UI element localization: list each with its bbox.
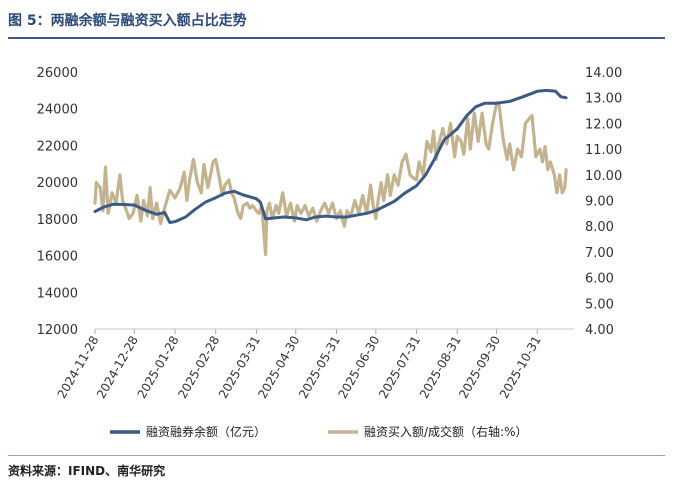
left-tick-label: 18000 [37, 213, 78, 228]
right-tick-label: 4.00 [585, 323, 614, 338]
x-tick-label: 2025-08-31 [417, 334, 464, 401]
left-tick-label: 14000 [37, 286, 78, 301]
x-tick-label: 2025-02-28 [175, 334, 222, 401]
right-tick-label: 8.00 [585, 220, 614, 235]
right-tick-label: 6.00 [585, 272, 614, 287]
legend-label-margin-balance: 融资融券余额（亿元） [146, 424, 266, 439]
series-line-margin-balance [93, 88, 568, 224]
right-tick-label: 13.00 [585, 92, 622, 107]
figure-title: 图 5：两融余额与融资买入额占比走势 [8, 13, 247, 29]
x-axis: 2024-11-282024-12-282025-01-282025-02-28… [55, 328, 574, 401]
left-tick-label: 20000 [37, 176, 78, 191]
x-tick-label: 2025-03-31 [216, 334, 263, 401]
right-y-axis: 4.00 5.00 6.00 7.00 8.00 9.00 10.00 11.00 12.00 1… [585, 66, 622, 338]
x-tick-label: 2024-11-28 [55, 334, 102, 401]
x-tick-label: 2025-10-31 [497, 334, 544, 401]
series-line-financing-ratio [93, 101, 568, 257]
x-tick-label: 2024-12-28 [94, 334, 141, 401]
left-y-axis: 12000 14000 16000 18000 20000 22000 24000 26000 [37, 66, 78, 338]
left-tick-label: 24000 [37, 103, 78, 118]
right-tick-label: 12.00 [585, 117, 622, 132]
left-tick-label: 26000 [37, 66, 78, 81]
title-underline [8, 37, 665, 39]
x-tick-label: 2025-06-30 [335, 334, 382, 401]
x-tick-label: 2025-05-31 [296, 334, 343, 401]
right-tick-label: 9.00 [585, 195, 614, 210]
left-tick-label: 12000 [37, 323, 78, 338]
legend-label-financing-ratio: 融资买入额/成交额（右轴:%） [364, 424, 528, 439]
x-tick-label: 2025-01-28 [135, 334, 182, 401]
legend: 融资融券余额（亿元） 融资买入额/成交额（右轴:%） [110, 424, 528, 439]
source-divider [8, 455, 665, 456]
x-tick-label: 2025-07-31 [376, 334, 423, 401]
right-tick-label: 11.00 [585, 143, 622, 158]
right-tick-label: 7.00 [585, 246, 614, 261]
source-note: 资料来源：IFIND、南华研究 [8, 464, 166, 478]
right-tick-label: 10.00 [585, 169, 622, 184]
left-tick-label: 16000 [37, 250, 78, 265]
x-tick-label: 2025-09-30 [456, 334, 503, 401]
left-tick-label: 22000 [37, 139, 78, 154]
right-tick-label: 14.00 [585, 66, 622, 81]
x-tick-label: 2025-04-30 [255, 334, 302, 401]
right-tick-label: 5.00 [585, 297, 614, 312]
series-layer [93, 88, 568, 257]
